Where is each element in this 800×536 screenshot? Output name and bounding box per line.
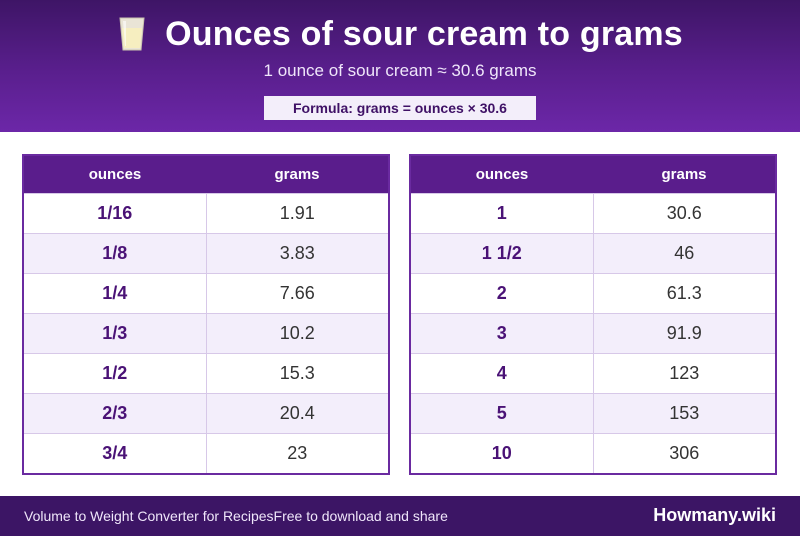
formula-badge: Formula: grams = ounces × 30.6 (264, 96, 536, 120)
ounces-cell: 1 1/2 (411, 233, 594, 274)
table-row: 1/4 7.66 (24, 273, 388, 314)
ounces-cell: 1 (411, 193, 594, 234)
page-title: Ounces of sour cream to grams (165, 14, 683, 53)
conversion-table-left: ounces grams 1/16 1.91 1/8 3.83 1/4 7.66… (22, 154, 390, 475)
ounces-cell: 2 (411, 273, 594, 314)
footer-text: Volume to Weight Converter for RecipesFr… (24, 508, 448, 524)
grams-cell: 61.3 (593, 273, 775, 314)
table-row: 1/2 15.3 (24, 353, 388, 394)
ounces-cell: 1/4 (24, 273, 207, 314)
grams-cell: 46 (593, 233, 775, 274)
ounces-cell: 1/8 (24, 233, 207, 274)
ounces-cell: 3/4 (24, 433, 207, 473)
table-row: 1/16 1.91 (24, 193, 388, 234)
table-row: 2 61.3 (411, 273, 775, 314)
grams-cell: 30.6 (593, 193, 775, 234)
column-header-grams: grams (593, 156, 775, 194)
column-header-ounces: ounces (24, 156, 206, 194)
grams-cell: 1.91 (206, 193, 388, 234)
grams-cell: 91.9 (593, 313, 775, 354)
column-header-ounces: ounces (411, 156, 593, 194)
conversion-table-right: ounces grams 1 30.6 1 1/2 46 2 61.3 3 91… (409, 154, 777, 475)
table-row: 1 30.6 (411, 193, 775, 234)
grams-cell: 20.4 (206, 393, 388, 434)
title-row: Ounces of sour cream to grams (0, 12, 800, 56)
grams-cell: 15.3 (206, 353, 388, 394)
grams-cell: 123 (593, 353, 775, 394)
table-row: 1/8 3.83 (24, 233, 388, 274)
grams-cell: 23 (206, 433, 388, 473)
table-row: 5 153 (411, 393, 775, 434)
grams-cell: 3.83 (206, 233, 388, 274)
ounces-cell: 4 (411, 353, 594, 394)
table-header-row: ounces grams (24, 156, 388, 194)
table-row: 2/3 20.4 (24, 393, 388, 434)
table-row: 1 1/2 46 (411, 233, 775, 274)
table-row: 10 306 (411, 433, 775, 473)
ounces-cell: 1/3 (24, 313, 207, 354)
ounces-cell: 10 (411, 433, 594, 473)
grams-cell: 10.2 (206, 313, 388, 354)
ounces-cell: 5 (411, 393, 594, 434)
column-header-grams: grams (206, 156, 388, 194)
table-row: 4 123 (411, 353, 775, 394)
table-row: 1/3 10.2 (24, 313, 388, 354)
table-row: 3/4 23 (24, 433, 388, 473)
table-header-row: ounces grams (411, 156, 775, 194)
ounces-cell: 3 (411, 313, 594, 354)
grams-cell: 153 (593, 393, 775, 434)
grams-cell: 306 (593, 433, 775, 473)
ounces-cell: 2/3 (24, 393, 207, 434)
glass-icon (117, 16, 147, 52)
footer-bar: Volume to Weight Converter for RecipesFr… (0, 496, 800, 536)
ounces-cell: 1/16 (24, 193, 207, 234)
table-row: 3 91.9 (411, 313, 775, 354)
grams-cell: 7.66 (206, 273, 388, 314)
header-banner: Ounces of sour cream to grams 1 ounce of… (0, 0, 800, 132)
brand-link[interactable]: Howmany.wiki (653, 505, 776, 525)
page-subtitle: 1 ounce of sour cream ≈ 30.6 grams (263, 61, 537, 80)
ounces-cell: 1/2 (24, 353, 207, 394)
